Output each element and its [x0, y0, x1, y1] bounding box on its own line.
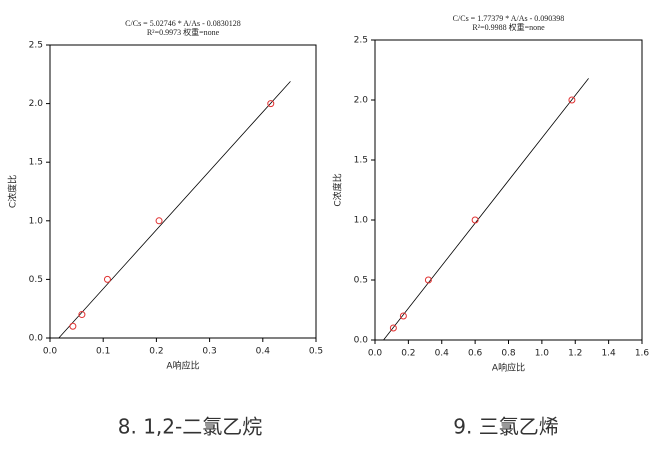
data-point — [103, 275, 111, 283]
y-tick-label: 1.0 — [354, 216, 369, 226]
y-axis-label: C浓度比 — [332, 173, 344, 206]
y-tick-label: 2.0 — [354, 96, 369, 106]
x-tick-label: 0.0 — [43, 347, 58, 357]
data-point — [267, 100, 275, 108]
y-tick-label: 1.5 — [29, 158, 43, 168]
x-tick-label: 0.2 — [401, 349, 415, 359]
chart-title: C/Cs = 5.02746 * A/As - 0.0830128 — [125, 19, 241, 28]
plot-frame — [374, 39, 643, 341]
y-tick-label: 2.5 — [29, 41, 43, 51]
data-point — [69, 322, 77, 330]
y-tick-label: 0.0 — [29, 334, 44, 344]
data-point — [155, 217, 163, 225]
data-point — [424, 276, 432, 284]
caption: 9. 三氯乙烯 — [453, 415, 558, 439]
x-tick-label: 1.6 — [635, 349, 650, 359]
y-tick-label: 2.0 — [29, 99, 44, 109]
y-tick-label: 0.0 — [354, 336, 369, 346]
chart-title: C/Cs = 1.77379 * A/As - 0.090398 — [453, 14, 565, 23]
data-point — [389, 324, 397, 332]
x-tick-label: 0.2 — [149, 347, 163, 357]
data-point — [399, 312, 407, 320]
x-axis-label: A响应比 — [492, 362, 525, 374]
x-tick-label: 0.4 — [256, 347, 271, 357]
plot-frame — [49, 44, 317, 339]
y-axis-label: C浓度比 — [7, 175, 19, 208]
data-point — [78, 311, 86, 319]
data-point — [568, 96, 576, 104]
chart-subtitle: R²=0.9988 权重=none — [472, 22, 545, 32]
data-point — [471, 216, 479, 224]
y-tick-label: 2.5 — [354, 36, 368, 46]
y-tick-label: 0.5 — [354, 276, 368, 286]
x-tick-label: 0.5 — [309, 347, 323, 357]
y-tick-label: 1.5 — [354, 156, 368, 166]
x-tick-label: 1.4 — [601, 349, 616, 359]
x-tick-label: 0.3 — [202, 347, 216, 357]
y-tick-label: 0.5 — [29, 275, 43, 285]
caption: 8. 1,2-二氯乙烷 — [118, 415, 262, 439]
y-tick-label: 1.0 — [29, 216, 44, 226]
x-tick-label: 0.8 — [501, 349, 516, 359]
x-tick-label: 0.6 — [468, 349, 483, 359]
x-tick-label: 0.4 — [435, 349, 450, 359]
x-tick-label: 0.0 — [368, 349, 383, 359]
x-axis-label: A响应比 — [166, 360, 199, 372]
x-tick-label: 0.1 — [96, 347, 110, 357]
fit-line — [383, 78, 589, 341]
x-tick-label: 1.0 — [535, 349, 550, 359]
chart-subtitle: R²=0.9973 权重=none — [147, 27, 220, 37]
fit-line — [58, 81, 291, 339]
x-tick-label: 1.2 — [568, 349, 582, 359]
